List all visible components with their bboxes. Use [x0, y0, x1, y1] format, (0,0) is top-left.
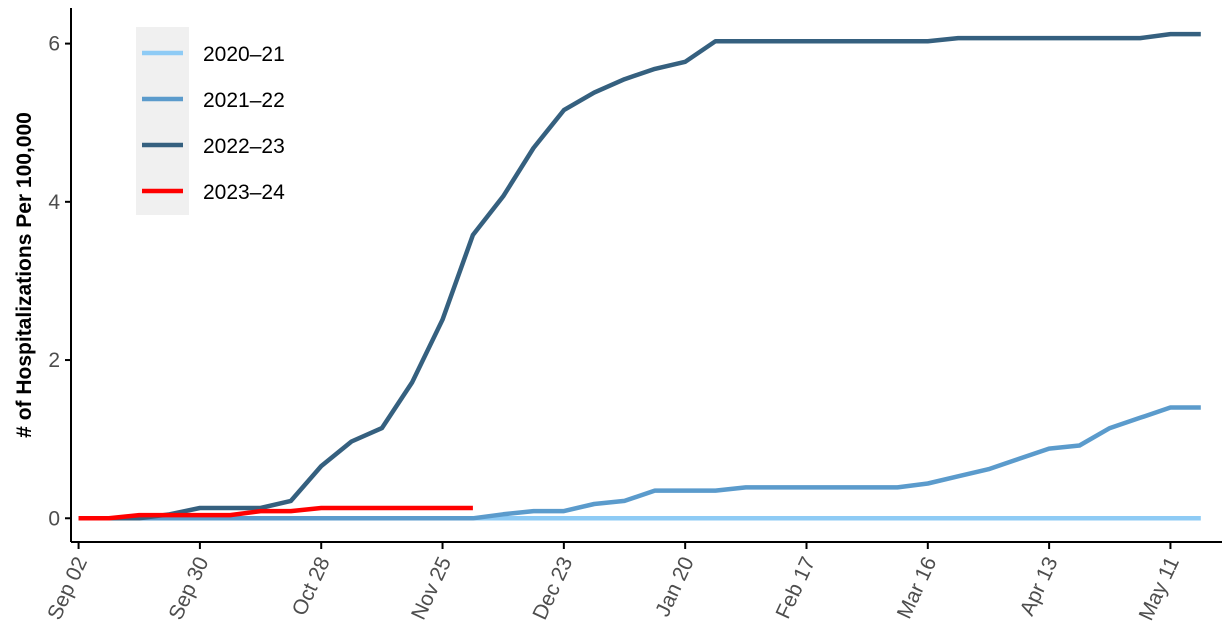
series-line-2021-22 [78, 405, 1201, 521]
y-tick-label: 4 [48, 191, 60, 214]
series-line-2022-23 [78, 31, 1201, 521]
x-tick-label: Nov 25 [407, 553, 456, 623]
x-tick-label: Oct 28 [288, 553, 335, 619]
x-tick-label: Sep 30 [164, 553, 213, 623]
legend-items: 2020–21 2021–22 2022–23 2023–24 [142, 43, 285, 204]
series-line-2023-24 [78, 505, 473, 521]
legend-label: 2023–24 [203, 181, 285, 204]
legend: 2020–21 2021–22 2022–23 2023–24 [136, 27, 285, 215]
x-tick-label: Jan 20 [651, 553, 698, 620]
x-tick-label: Sep 02 [43, 553, 92, 623]
x-ticks: Sep 02 Sep 30 Oct 28 Nov 25 Dec 23 Jan 20 Feb … [43, 542, 1184, 624]
legend-background [136, 27, 189, 215]
x-tick-label: Dec 23 [528, 553, 577, 623]
x-tick-label: Feb 17 [772, 553, 820, 622]
x-tick-label: Mar 16 [893, 553, 941, 622]
series-lines [78, 31, 1201, 521]
y-tick-label: 6 [48, 33, 60, 56]
legend-label: 2021–22 [203, 89, 285, 112]
y-tick-label: 2 [48, 349, 60, 372]
legend-label: 2020–21 [203, 43, 285, 66]
legend-label: 2022–23 [203, 135, 285, 158]
x-tick-label: May 11 [1135, 553, 1184, 624]
axes [70, 8, 1222, 543]
y-axis-title: # of Hospitalizations Per 100,000 [13, 112, 36, 438]
y-tick-label: 0 [48, 507, 60, 530]
x-tick-label: Apr 13 [1016, 553, 1063, 619]
y-ticks: 0 2 4 6 [48, 33, 71, 530]
